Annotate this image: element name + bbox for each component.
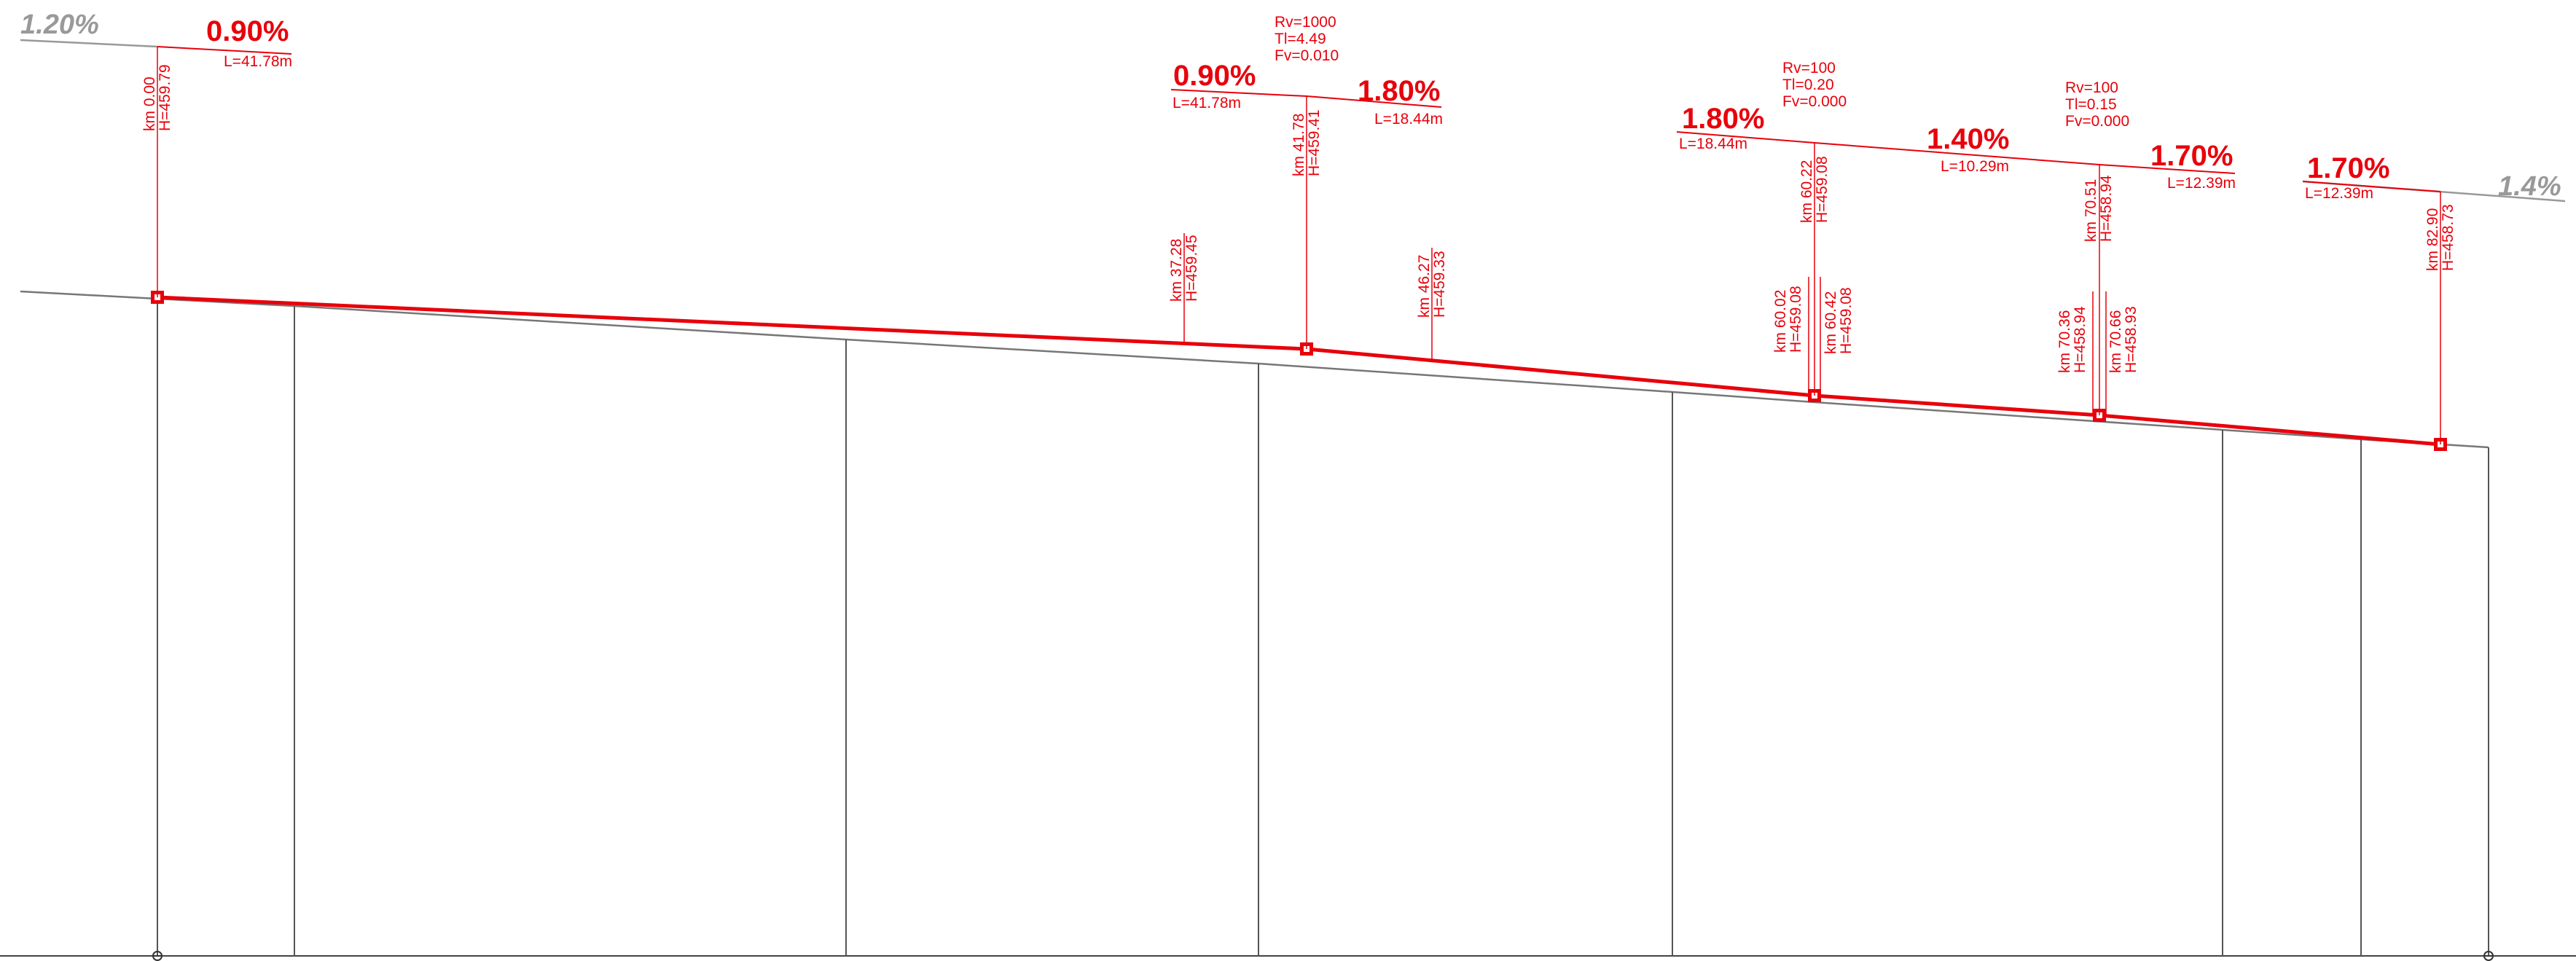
- svg-text:H=458.93: H=458.93: [2123, 306, 2140, 373]
- svg-text:H=459.08: H=459.08: [1838, 287, 1855, 354]
- svg-text:H=458.73: H=458.73: [2440, 204, 2456, 271]
- station-label: km 41.78 H=459.41: [1291, 109, 1323, 176]
- grade-length: L=10.29m: [1941, 158, 2009, 175]
- station-label: km 70.66 H=458.93: [2107, 306, 2140, 373]
- svg-text:km 70.36: km 70.36: [2056, 310, 2073, 373]
- grade-length: L=12.39m: [2305, 185, 2373, 202]
- curve-fv: Fv=0.000: [2065, 113, 2129, 130]
- grade-length: L=12.39m: [2167, 175, 2236, 192]
- svg-text:km 60.42: km 60.42: [1823, 291, 1839, 354]
- svg-text:H=458.94: H=458.94: [2072, 306, 2088, 373]
- svg-text:km 46.27: km 46.27: [1416, 255, 1433, 318]
- grade-label: 0.90%: [1173, 60, 1256, 92]
- svg-text:km 82.90: km 82.90: [2424, 208, 2441, 271]
- grade-label-lines: [157, 46, 2441, 192]
- datum-marker: [2483, 951, 2494, 961]
- svg-text:H=459.08: H=459.08: [1814, 156, 1831, 223]
- station-label: km 46.27 H=459.33: [1416, 251, 1448, 318]
- grade-label: 1.40%: [1927, 123, 2009, 155]
- right-edge-grade: 1.4%: [2498, 171, 2561, 202]
- grade-length: L=18.44m: [1679, 136, 1747, 152]
- svg-text:km 70.51: km 70.51: [2083, 179, 2099, 242]
- station-ticks: [1183, 233, 2107, 416]
- curve-rv: Rv=100: [1782, 60, 1836, 77]
- left-edge-grade: 1.20%: [20, 9, 99, 40]
- svg-text:H=459.08: H=459.08: [1788, 286, 1804, 353]
- curve-tl: Tl=0.15: [2065, 96, 2117, 113]
- curve-tl: Tl=0.20: [1782, 77, 1834, 93]
- grade-label: 1.70%: [2307, 152, 2389, 184]
- curve-fv: Fv=0.010: [1275, 47, 1339, 64]
- station-label: km 82.90 H=458.73: [2424, 204, 2456, 271]
- station-label: km 70.51 H=458.94: [2083, 175, 2115, 242]
- datum-marker: [152, 951, 163, 961]
- grade-length: L=18.44m: [1374, 111, 1443, 128]
- pvi-leaders: [157, 47, 2441, 444]
- curve-fv: Fv=0.000: [1782, 93, 1847, 110]
- svg-text:km 41.78: km 41.78: [1291, 114, 1307, 176]
- svg-text:km 60.02: km 60.02: [1772, 290, 1789, 353]
- svg-text:km 37.28: km 37.28: [1168, 239, 1185, 302]
- svg-text:H=459.41: H=459.41: [1306, 109, 1323, 176]
- curve-rv: Rv=1000: [1275, 14, 1336, 31]
- svg-text:H=459.33: H=459.33: [1431, 251, 1448, 318]
- grade-label: 0.90%: [206, 15, 289, 47]
- svg-text:km 0.00: km 0.00: [141, 77, 158, 131]
- svg-text:km 60.22: km 60.22: [1798, 160, 1815, 223]
- left-grade-line: [20, 39, 158, 48]
- profile-verticals: [157, 297, 2489, 956]
- grade-label: 1.80%: [1358, 75, 1440, 107]
- grade-length: L=41.78m: [1172, 95, 1241, 111]
- station-label: km 0.00 H=459.79: [141, 64, 173, 131]
- grade-label: 1.70%: [2150, 140, 2233, 172]
- svg-text:km 70.66: km 70.66: [2107, 310, 2124, 373]
- curve-tl: Tl=4.49: [1275, 31, 1326, 47]
- station-label: km 70.36 H=458.94: [2056, 306, 2088, 373]
- svg-text:H=459.45: H=459.45: [1183, 235, 1200, 302]
- svg-text:H=458.94: H=458.94: [2098, 175, 2115, 242]
- station-label: km 60.02 H=459.08: [1772, 286, 1804, 353]
- station-label: km 60.22 H=459.08: [1798, 156, 1831, 223]
- station-label: km 60.42 H=459.08: [1823, 287, 1855, 354]
- station-label: km 37.28 H=459.45: [1168, 235, 1200, 302]
- grade-length: L=41.78m: [224, 53, 292, 70]
- grade-label: 1.80%: [1682, 103, 1764, 135]
- curve-rv: Rv=100: [2065, 79, 2118, 96]
- svg-text:H=459.79: H=459.79: [157, 64, 173, 131]
